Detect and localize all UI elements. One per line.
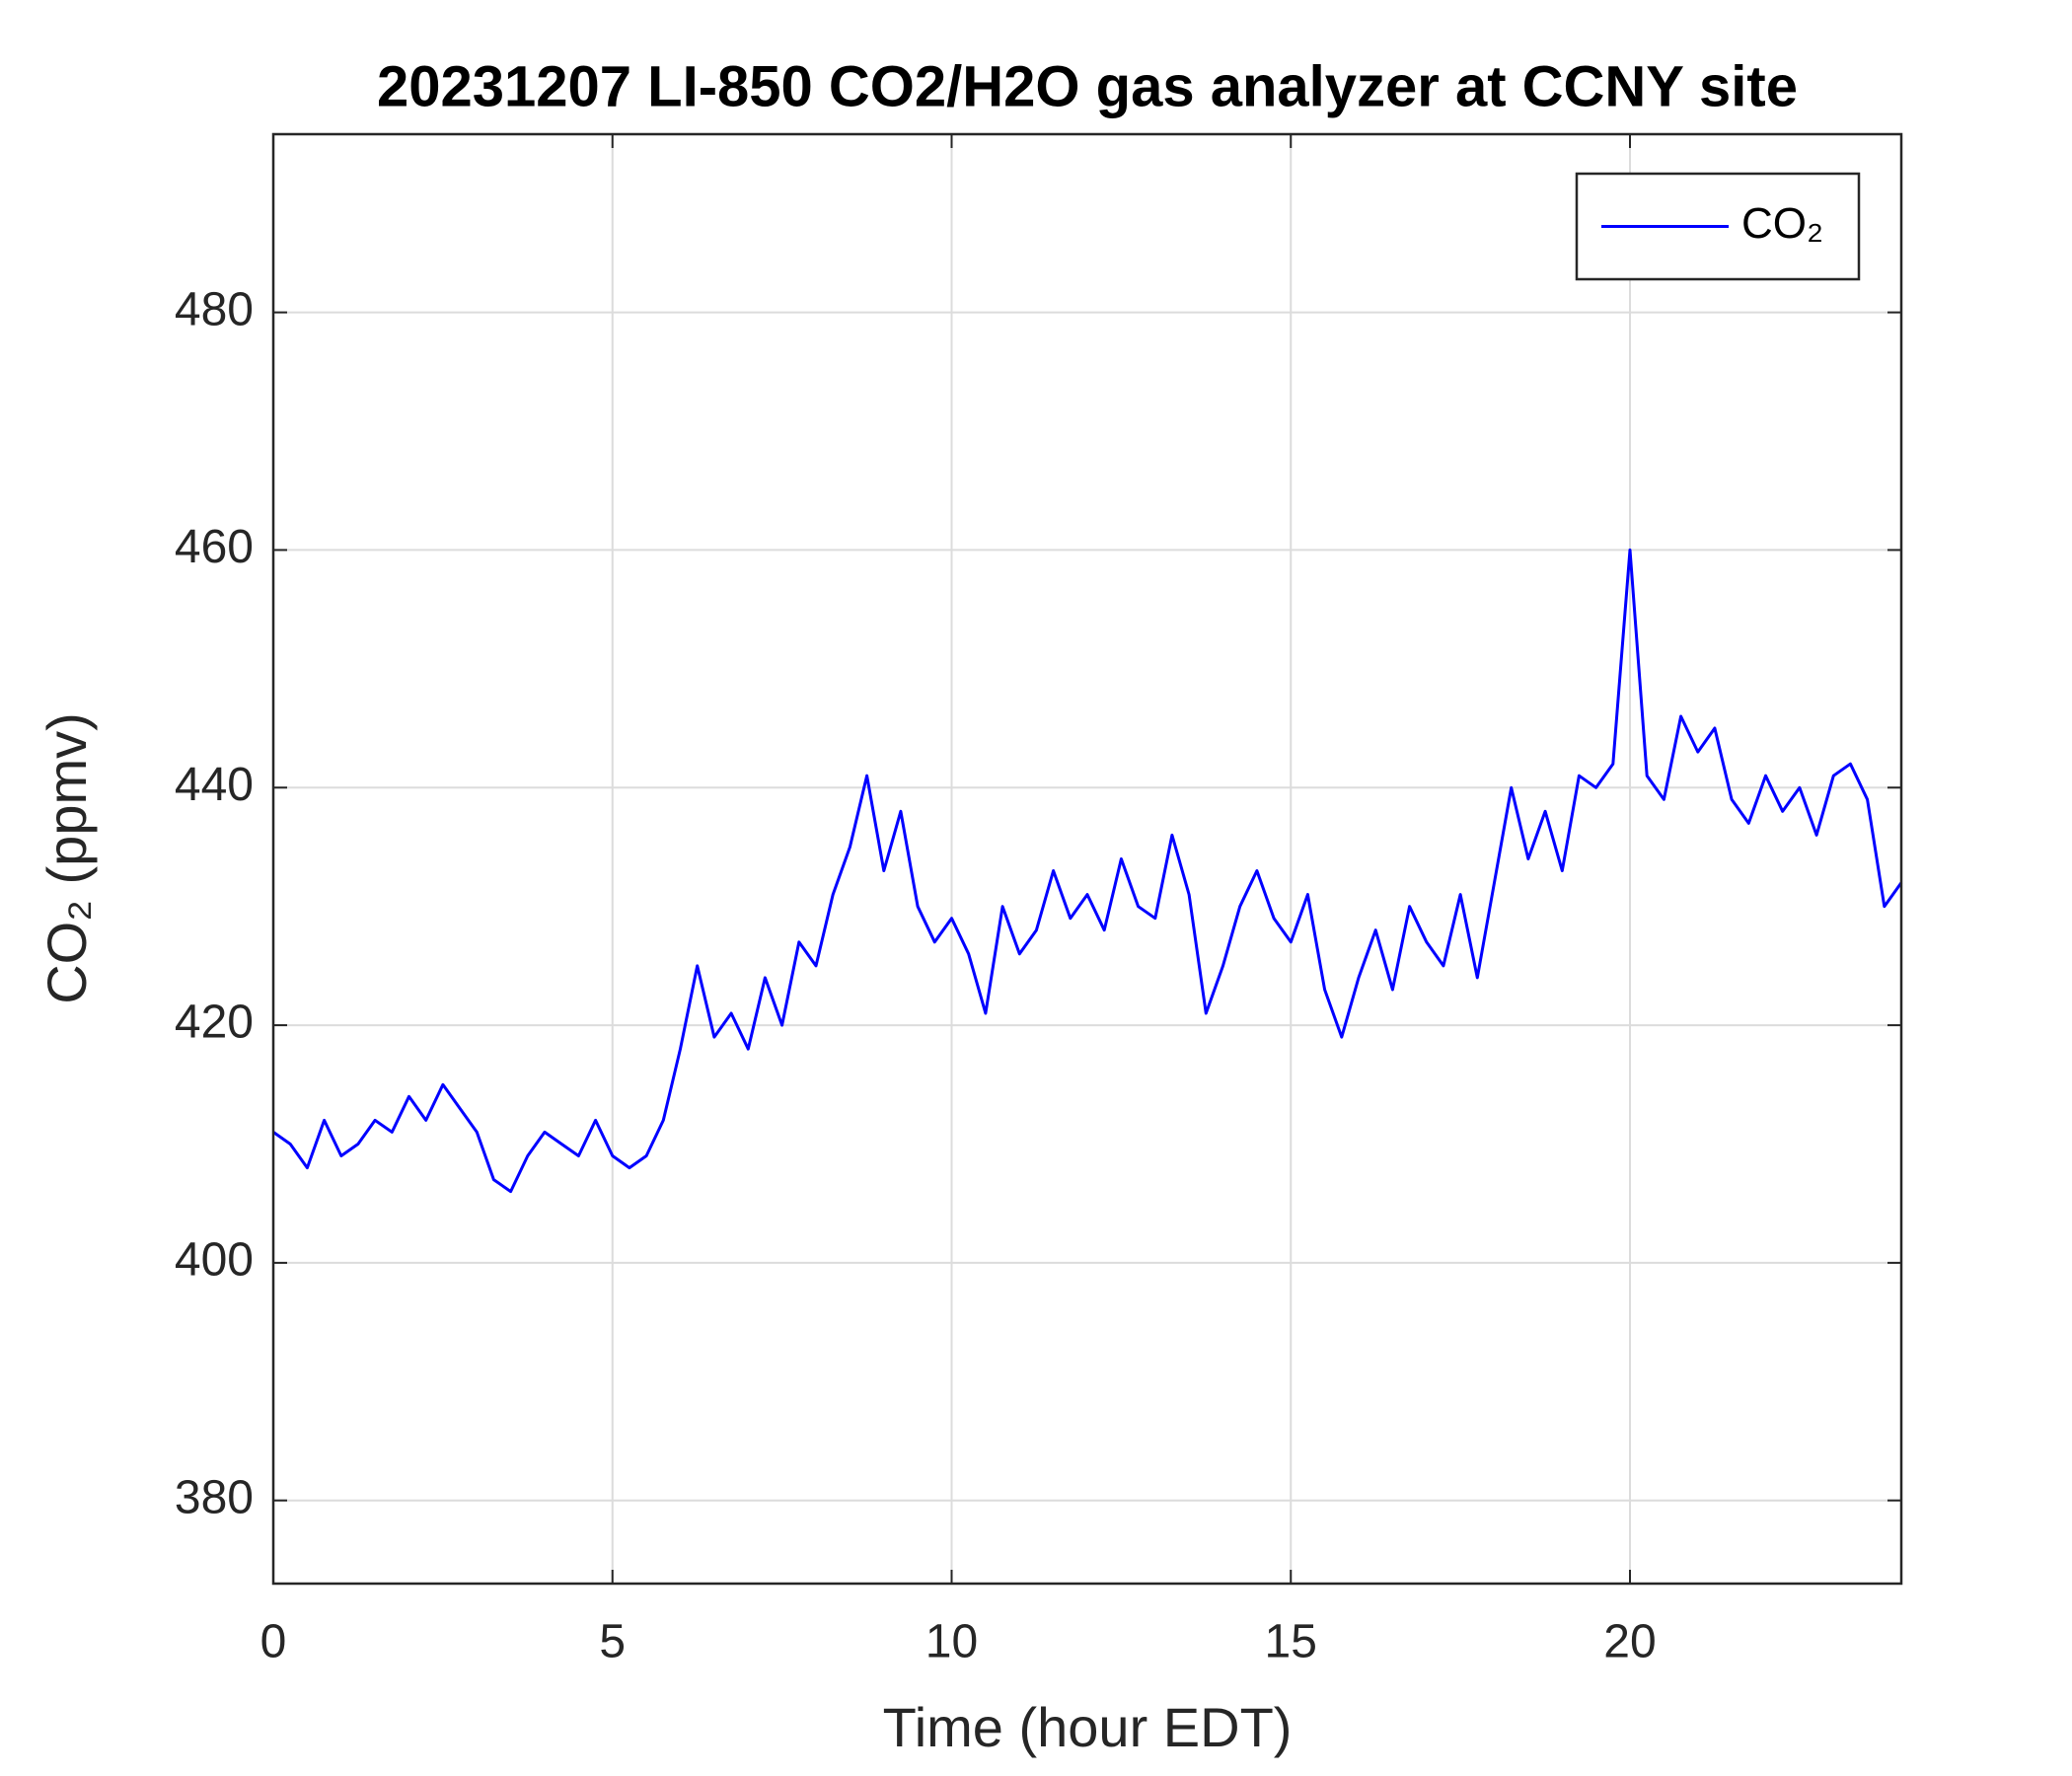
- y-tick-label: 480: [175, 283, 254, 335]
- x-tick-label: 10: [925, 1616, 978, 1668]
- x-tick-label: 5: [599, 1616, 626, 1668]
- axes-box: [271, 132, 1903, 1586]
- y-tick-label: 380: [175, 1471, 254, 1523]
- legend-label: CO₂: [1741, 199, 1823, 248]
- x-tick-label: 15: [1265, 1616, 1317, 1668]
- x-axis-label: Time (hour EDT): [883, 1696, 1293, 1758]
- y-axis-label: CO₂ (ppmv): [36, 712, 98, 1004]
- y-tick-label: 440: [175, 759, 254, 811]
- x-tick-label: 0: [260, 1616, 287, 1668]
- x-tick-label: 20: [1603, 1616, 1656, 1668]
- y-tick-label: 460: [175, 521, 254, 573]
- chart-title: 20231207 LI-850 CO2/H2O gas analyzer at …: [377, 54, 1798, 118]
- y-tick-label: 420: [175, 997, 254, 1049]
- data-line: [272, 548, 1903, 1194]
- y-tick-label: 400: [175, 1234, 254, 1287]
